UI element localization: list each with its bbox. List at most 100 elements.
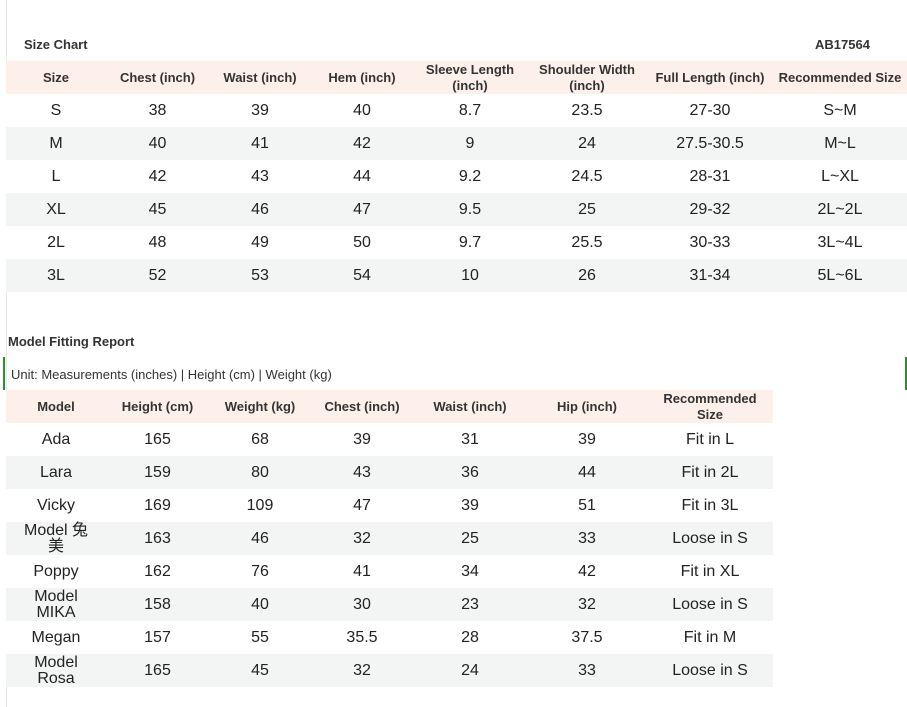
- table-cell: 33: [527, 522, 647, 555]
- table-cell: 80: [209, 456, 311, 489]
- table-cell: 30-33: [647, 226, 773, 259]
- table-cell: S~M: [773, 94, 907, 127]
- table-cell: 46: [209, 193, 311, 226]
- header-cell: Full Length (inch): [647, 61, 773, 94]
- table-cell: Model MIKA: [6, 588, 106, 621]
- header-cell: Model: [6, 390, 106, 423]
- table-cell: 25.5: [527, 226, 647, 259]
- header-cell: Hem (inch): [311, 61, 413, 94]
- table-cell: M~L: [773, 127, 907, 160]
- table-cell: 40: [311, 94, 413, 127]
- table-cell: 46: [209, 522, 311, 555]
- table-cell: 29-32: [647, 193, 773, 226]
- table-cell: 43: [311, 456, 413, 489]
- table-cell: 34: [413, 555, 527, 588]
- table-cell: 23.5: [527, 94, 647, 127]
- table-cell: Fit in 2L: [647, 456, 773, 489]
- cell-marker: [3, 357, 5, 390]
- table-cell: 165: [106, 654, 209, 687]
- report-title: Model Fitting Report: [8, 334, 135, 349]
- table-cell: 165: [106, 423, 209, 456]
- table-cell: L: [6, 160, 106, 193]
- table-cell: 51: [527, 489, 647, 522]
- table-cell: 159: [106, 456, 209, 489]
- table-cell: Megan: [6, 621, 106, 654]
- table-cell: 9.7: [413, 226, 527, 259]
- table-cell: 44: [311, 160, 413, 193]
- table-cell: 41: [209, 127, 311, 160]
- table-cell: 44: [527, 456, 647, 489]
- table-cell: Fit in M: [647, 621, 773, 654]
- sheet-line: [6, 0, 7, 707]
- table-cell: 28-31: [647, 160, 773, 193]
- table-cell: 48: [106, 226, 209, 259]
- table-cell: 2L: [6, 226, 106, 259]
- table-cell: 3L~4L: [773, 226, 907, 259]
- table-cell: 109: [209, 489, 311, 522]
- table-cell: 47: [311, 489, 413, 522]
- table-cell: 42: [527, 555, 647, 588]
- table-cell: S: [6, 94, 106, 127]
- table-cell: Ada: [6, 423, 106, 456]
- table-cell: 49: [209, 226, 311, 259]
- table-cell: 27.5-30.5: [647, 127, 773, 160]
- table-cell: 76: [209, 555, 311, 588]
- table-cell: 27-30: [647, 94, 773, 127]
- unit-note: Unit: Measurements (inches) | Height (cm…: [11, 367, 332, 382]
- table-cell: Loose in S: [647, 654, 773, 687]
- header-cell: Chest (inch): [106, 61, 209, 94]
- table-cell: 162: [106, 555, 209, 588]
- cell-marker: [905, 357, 907, 390]
- product-code: AB17564: [815, 37, 870, 52]
- header-cell: Height (cm): [106, 390, 209, 423]
- size-chart-title: Size Chart: [24, 37, 88, 52]
- table-cell: 36: [413, 456, 527, 489]
- table-cell: 26: [527, 259, 647, 292]
- table-cell: 45: [209, 654, 311, 687]
- header-cell: Recommended Size: [773, 61, 907, 94]
- header-cell: Hip (inch): [527, 390, 647, 423]
- table-cell: 37.5: [527, 621, 647, 654]
- table-cell: 32: [527, 588, 647, 621]
- table-cell: 54: [311, 259, 413, 292]
- table-cell: Lara: [6, 456, 106, 489]
- table-cell: 45: [106, 193, 209, 226]
- table-cell: Vicky: [6, 489, 106, 522]
- table-cell: 55: [209, 621, 311, 654]
- table-cell: Fit in L: [647, 423, 773, 456]
- table-cell: 32: [311, 522, 413, 555]
- table-cell: 24: [527, 127, 647, 160]
- table-cell: Fit in XL: [647, 555, 773, 588]
- table-cell: 10: [413, 259, 527, 292]
- table-cell: 52: [106, 259, 209, 292]
- table-cell: 38: [106, 94, 209, 127]
- header-cell: Size: [6, 61, 106, 94]
- header-cell: Weight (kg): [209, 390, 311, 423]
- table-cell: Fit in 3L: [647, 489, 773, 522]
- table-cell: 28: [413, 621, 527, 654]
- table-cell: 39: [413, 489, 527, 522]
- table-cell: 24: [413, 654, 527, 687]
- table-cell: Loose in S: [647, 522, 773, 555]
- header-cell: Recommended Size: [647, 390, 773, 423]
- table-cell: 40: [106, 127, 209, 160]
- table-cell: 9.5: [413, 193, 527, 226]
- table-cell: 30: [311, 588, 413, 621]
- table-cell: 68: [209, 423, 311, 456]
- table-cell: 23: [413, 588, 527, 621]
- table-cell: Model 兔美: [6, 522, 106, 555]
- table-cell: 35.5: [311, 621, 413, 654]
- header-cell: Chest (inch): [311, 390, 413, 423]
- table-cell: 9.2: [413, 160, 527, 193]
- table-cell: 53: [209, 259, 311, 292]
- table-cell: 157: [106, 621, 209, 654]
- table-cell: Loose in S: [647, 588, 773, 621]
- table-cell: 50: [311, 226, 413, 259]
- table-cell: 25: [527, 193, 647, 226]
- header-cell: Waist (inch): [413, 390, 527, 423]
- header-cell: Waist (inch): [209, 61, 311, 94]
- table-cell: 3L: [6, 259, 106, 292]
- table-cell: 41: [311, 555, 413, 588]
- table-cell: 39: [209, 94, 311, 127]
